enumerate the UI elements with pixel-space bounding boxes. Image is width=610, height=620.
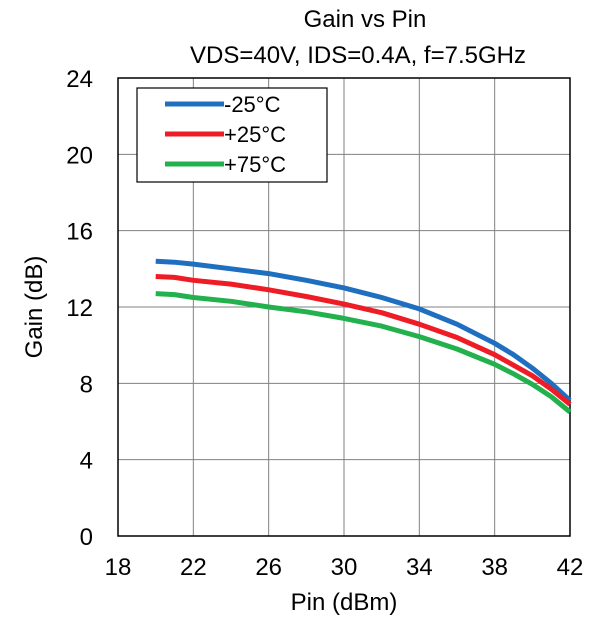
legend: -25°C +25°C +75°C xyxy=(136,87,328,183)
x-tick-labels: 18 22 26 30 34 38 42 xyxy=(105,554,584,581)
x-tick-label: 26 xyxy=(255,554,282,581)
y-tick-label: 16 xyxy=(66,219,93,246)
legend-label-1: +25°C xyxy=(224,122,286,147)
y-tick-label: 8 xyxy=(80,371,93,398)
x-tick-label: 42 xyxy=(557,554,584,581)
x-tick-label: 30 xyxy=(331,554,358,581)
plot-area-frame xyxy=(117,77,571,537)
chart-subtitle: VDS=40V, IDS=0.4A, f=7.5GHz xyxy=(190,42,526,69)
chart-title: Gain vs Pin xyxy=(304,6,427,33)
y-tick-label: 4 xyxy=(80,448,93,475)
y-tick-label: 12 xyxy=(66,295,93,322)
legend-label-2: +75°C xyxy=(224,152,286,177)
y-tick-label: 20 xyxy=(66,142,93,169)
y-tick-labels: 0 4 8 12 16 20 24 xyxy=(66,66,93,551)
y-tick-label: 0 xyxy=(80,524,93,551)
series-line-1 xyxy=(155,274,572,407)
series-lines xyxy=(155,258,572,414)
x-tick-label: 34 xyxy=(406,554,433,581)
legend-label-0: -25°C xyxy=(224,92,281,117)
x-tick-label: 22 xyxy=(180,554,207,581)
x-tick-label: 38 xyxy=(481,554,508,581)
y-axis-label: Gain (dB) xyxy=(21,256,48,359)
series-line-0 xyxy=(155,258,572,403)
x-axis-label: Pin (dBm) xyxy=(291,589,398,616)
x-tick-label: 18 xyxy=(105,554,132,581)
series-line-2 xyxy=(155,291,572,414)
y-tick-label: 24 xyxy=(66,66,93,93)
